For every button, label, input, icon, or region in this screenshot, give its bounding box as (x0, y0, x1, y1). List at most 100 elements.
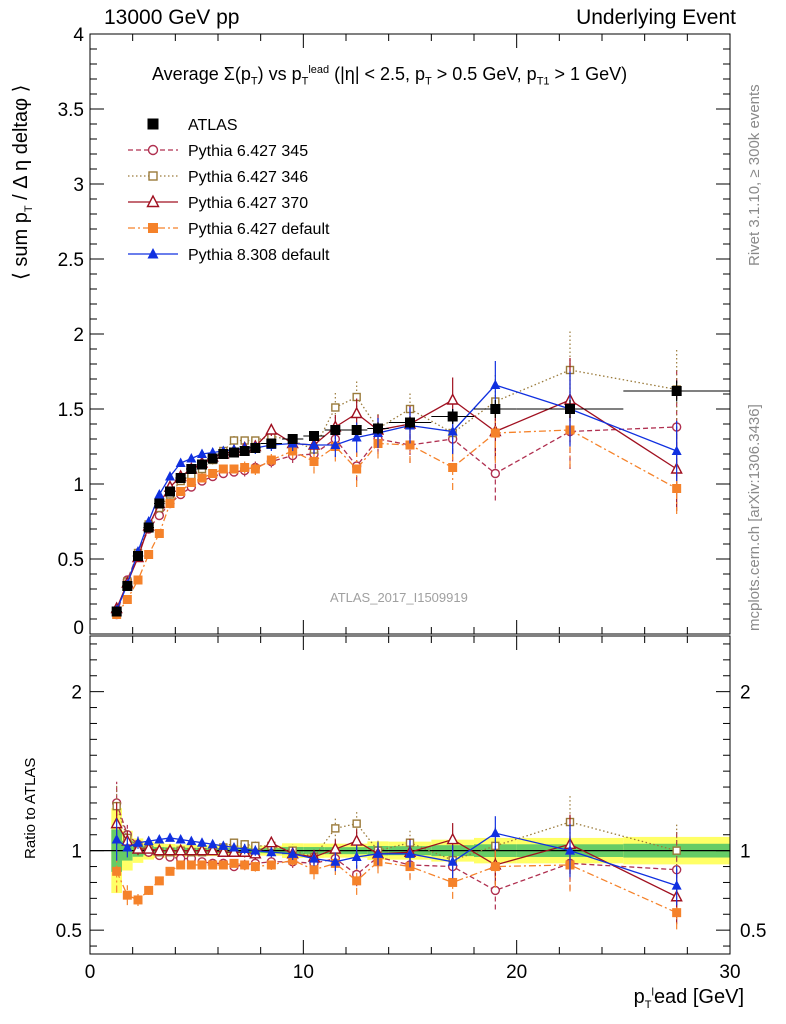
ratio-point (239, 843, 250, 854)
main-y-axis-label: ⟨ sum pT / Δ η deltaφ ⟩ (10, 84, 35, 280)
data-point (133, 575, 143, 585)
legend: ATLAS Pythia 6.427 345 Pythia 6.427 346 Pyt… (128, 117, 330, 264)
ratio-point (154, 834, 165, 844)
ratio-point (351, 851, 362, 862)
ratio-point (174, 843, 187, 856)
ratio-point (122, 841, 133, 852)
data-point (250, 464, 260, 474)
series-pythia-6-427-346 (112, 331, 681, 616)
ratio-y-tick-label-right: 0.5 (740, 921, 766, 942)
main-panel-frame (89, 33, 731, 635)
data-point (490, 428, 500, 438)
legend-label: Pythia 6.427 345 (188, 143, 308, 160)
ratio-point (207, 838, 218, 849)
data-point (186, 478, 196, 487)
ratio-point (373, 848, 383, 858)
series-line (116, 399, 678, 609)
ratio-point (144, 885, 154, 895)
ratio-point (229, 841, 239, 852)
y-tick-label: 2 (73, 325, 84, 346)
data-point (240, 463, 250, 472)
series-pythia-6-427-370 (110, 358, 683, 614)
ratio-point (330, 856, 341, 866)
ratio-point (672, 846, 681, 855)
y-tick-label: 1.5 (58, 400, 84, 421)
legend-item: Pythia 6.427 346 (128, 169, 308, 186)
data-point (122, 581, 133, 591)
x-axis-label: pTlead [GeV] (633, 986, 744, 1011)
data-point (250, 443, 261, 453)
legend-label: Pythia 8.308 default (188, 247, 330, 264)
data-point (229, 464, 239, 474)
ratio-point (446, 832, 459, 845)
ratio-point (447, 856, 458, 866)
data-point (352, 464, 362, 474)
ratio-y-axis-label: Ratio to ATLAS (22, 757, 39, 859)
data-point (447, 426, 458, 436)
ratio-y-tick-label: 1 (71, 842, 82, 863)
data-point (446, 392, 459, 405)
data-point (154, 510, 165, 521)
data-point (309, 431, 319, 441)
legend-item: Pythia 6.427 default (128, 221, 330, 238)
y-tick-label: 3 (73, 175, 84, 196)
ratio-point (266, 846, 277, 857)
header-left: 13000 GeV pp (104, 6, 240, 29)
data-point (490, 468, 501, 479)
series-line (116, 384, 677, 611)
data-point (207, 453, 218, 464)
data-point (405, 440, 415, 450)
data-point (671, 445, 682, 455)
ratio-point (671, 880, 682, 890)
ratio-point (186, 835, 197, 846)
legend-label: ATLAS (188, 117, 238, 134)
mcplots-label: mcplots.cern.ch [arXiv:1306.3436] (746, 404, 763, 631)
ratio-point (206, 843, 219, 856)
data-point (405, 417, 415, 428)
legend-item: ATLAS (147, 117, 238, 134)
ratio-point (143, 835, 154, 846)
analysis-watermark: ATLAS_2017_I1509919 (330, 590, 468, 605)
series-atlas (111, 380, 730, 617)
y-tick-label: 4 (73, 25, 84, 46)
data-point (218, 449, 229, 459)
data-point (197, 459, 207, 470)
y-tick-label: 3.5 (58, 100, 84, 121)
ratio-point (142, 842, 155, 854)
data-point (154, 498, 165, 509)
ratio-point (565, 845, 575, 855)
ratio-panel-frame (89, 635, 731, 955)
ratio-y-tick-label-right: 1 (740, 842, 751, 863)
legend-label: Pythia 6.427 346 (188, 169, 308, 186)
ratio-panel-series (110, 781, 683, 930)
ratio-point (350, 834, 363, 846)
data-point (490, 379, 501, 389)
ratio-point (112, 866, 122, 876)
ratio-point (186, 860, 196, 870)
ratio-point (672, 908, 682, 918)
x-tick-label: 20 (506, 962, 527, 983)
data-point (154, 489, 165, 499)
ratio-point (165, 832, 175, 842)
legend-marker (147, 144, 159, 156)
ratio-point (175, 834, 186, 844)
ratio-y-tick-label-right: 2 (740, 683, 751, 704)
main-panel-series (110, 331, 730, 620)
ratio-point (218, 860, 228, 870)
ratio-point (309, 853, 319, 863)
data-point (309, 439, 319, 449)
data-point (218, 464, 228, 474)
data-point (229, 436, 239, 445)
data-point (373, 423, 383, 434)
data-point (239, 446, 250, 456)
ratio-point (405, 848, 415, 858)
data-point (165, 471, 175, 481)
legend-marker (148, 223, 158, 233)
ratio-point (288, 855, 298, 865)
legend-marker (148, 171, 158, 181)
data-point (229, 447, 239, 458)
x-tick-label: 30 (719, 962, 740, 983)
ratio-point (217, 845, 230, 857)
data-point (448, 463, 458, 472)
